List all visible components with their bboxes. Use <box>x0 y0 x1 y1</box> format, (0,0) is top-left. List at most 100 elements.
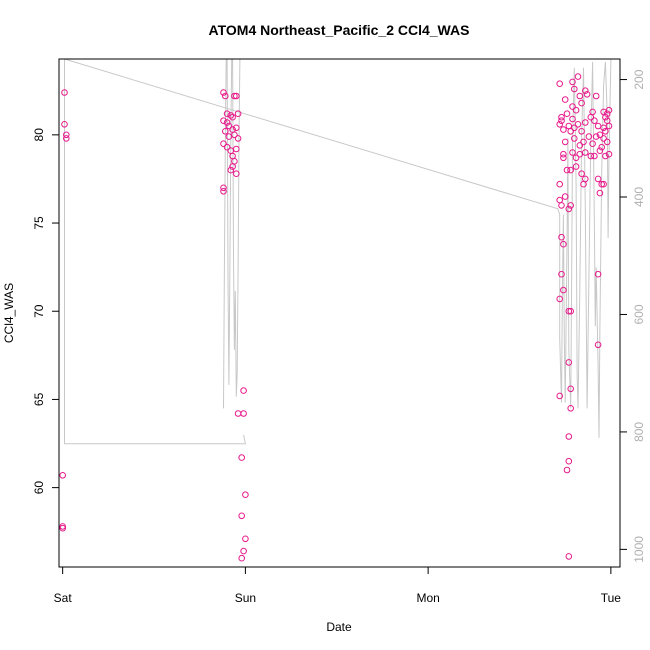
data-point <box>572 163 580 170</box>
data-point <box>594 175 602 183</box>
data-point <box>63 131 70 139</box>
data-point <box>569 149 576 156</box>
data-point <box>596 147 604 154</box>
data-point <box>591 152 598 160</box>
data-point <box>576 92 584 100</box>
data-point <box>594 270 602 278</box>
data-point <box>556 121 564 128</box>
data-point <box>59 524 67 532</box>
data-point <box>223 119 231 126</box>
data-point <box>233 170 240 177</box>
data-point <box>587 152 595 160</box>
data-point <box>556 392 564 400</box>
y-tick-label: 60 <box>32 481 46 495</box>
data-point <box>233 145 240 153</box>
data-point <box>567 307 575 315</box>
data-point <box>565 457 573 465</box>
data-point <box>61 121 68 128</box>
y-tick-label: 70 <box>32 304 46 318</box>
data-point <box>567 128 575 135</box>
x-axis-label: Date <box>326 620 352 634</box>
data-point <box>571 124 578 132</box>
data-point <box>565 359 573 366</box>
data-point <box>560 150 567 158</box>
data-point <box>569 115 576 123</box>
data-point <box>242 491 249 499</box>
data-point <box>578 128 585 135</box>
x-tick-label: Mon <box>416 591 439 605</box>
data-point <box>602 152 609 160</box>
data-point <box>223 110 231 117</box>
data-point <box>574 121 582 128</box>
right-tick-label: 1000 <box>632 536 646 563</box>
data-point <box>63 135 70 142</box>
data-point <box>223 143 231 151</box>
data-point <box>576 142 584 149</box>
data-point <box>602 113 609 121</box>
data-point <box>563 466 571 474</box>
data-point <box>598 180 606 188</box>
data-point <box>567 166 575 174</box>
data-point <box>569 78 576 86</box>
y-tick-label: 75 <box>32 216 46 230</box>
data-point <box>578 99 585 107</box>
data-point <box>227 112 235 119</box>
right-axis: 200 400 600 800 1000 <box>619 69 646 563</box>
data-point <box>556 196 564 204</box>
data-point <box>596 189 604 197</box>
data-point <box>589 108 596 116</box>
data-point <box>560 126 567 133</box>
data-point <box>561 96 569 103</box>
data-point <box>598 143 606 151</box>
y-axis: 60 65 70 75 80 <box>32 128 60 495</box>
data-point <box>585 133 593 140</box>
data-point <box>567 202 575 209</box>
data-point <box>231 92 238 100</box>
data-point <box>229 163 236 170</box>
right-tick-label: 800 <box>632 422 646 442</box>
data-point <box>565 433 573 440</box>
data-point <box>596 131 604 139</box>
data-point <box>594 341 602 349</box>
data-point <box>59 523 67 530</box>
data-point <box>225 122 233 130</box>
data-point <box>600 124 607 132</box>
data-point <box>591 117 598 124</box>
y-axis-label: CCl4_WAS <box>2 283 16 343</box>
secondary-line-layer <box>64 58 612 445</box>
data-point <box>565 307 573 315</box>
data-point <box>567 405 575 412</box>
data-point <box>234 110 242 117</box>
data-point <box>561 138 569 146</box>
data-point <box>583 91 591 98</box>
chart-title: ATOM4 Northeast_Pacific_2 CCl4_WAS <box>209 22 470 38</box>
data-point <box>238 454 245 461</box>
data-point <box>600 180 607 188</box>
data-point <box>229 113 236 121</box>
data-point <box>574 73 582 80</box>
data-point <box>563 110 571 117</box>
data-point <box>560 154 567 162</box>
data-point <box>560 240 567 248</box>
data-point <box>220 117 227 124</box>
data-point <box>242 535 249 543</box>
data-point <box>582 87 589 94</box>
secondary-series-line <box>64 58 612 445</box>
data-point <box>238 554 245 562</box>
data-point <box>565 553 573 560</box>
data-point <box>603 110 611 117</box>
data-point <box>556 180 564 188</box>
x-axis: Sat Sun Mon Tue <box>54 566 621 605</box>
data-point <box>603 138 611 146</box>
data-point <box>234 135 242 142</box>
data-point <box>592 92 600 100</box>
data-point <box>220 184 227 192</box>
data-point <box>578 170 585 177</box>
data-point <box>558 233 565 241</box>
data-point <box>61 89 68 96</box>
x-tick-label: Sat <box>54 591 73 605</box>
data-point <box>220 89 227 96</box>
data-point <box>580 180 587 188</box>
